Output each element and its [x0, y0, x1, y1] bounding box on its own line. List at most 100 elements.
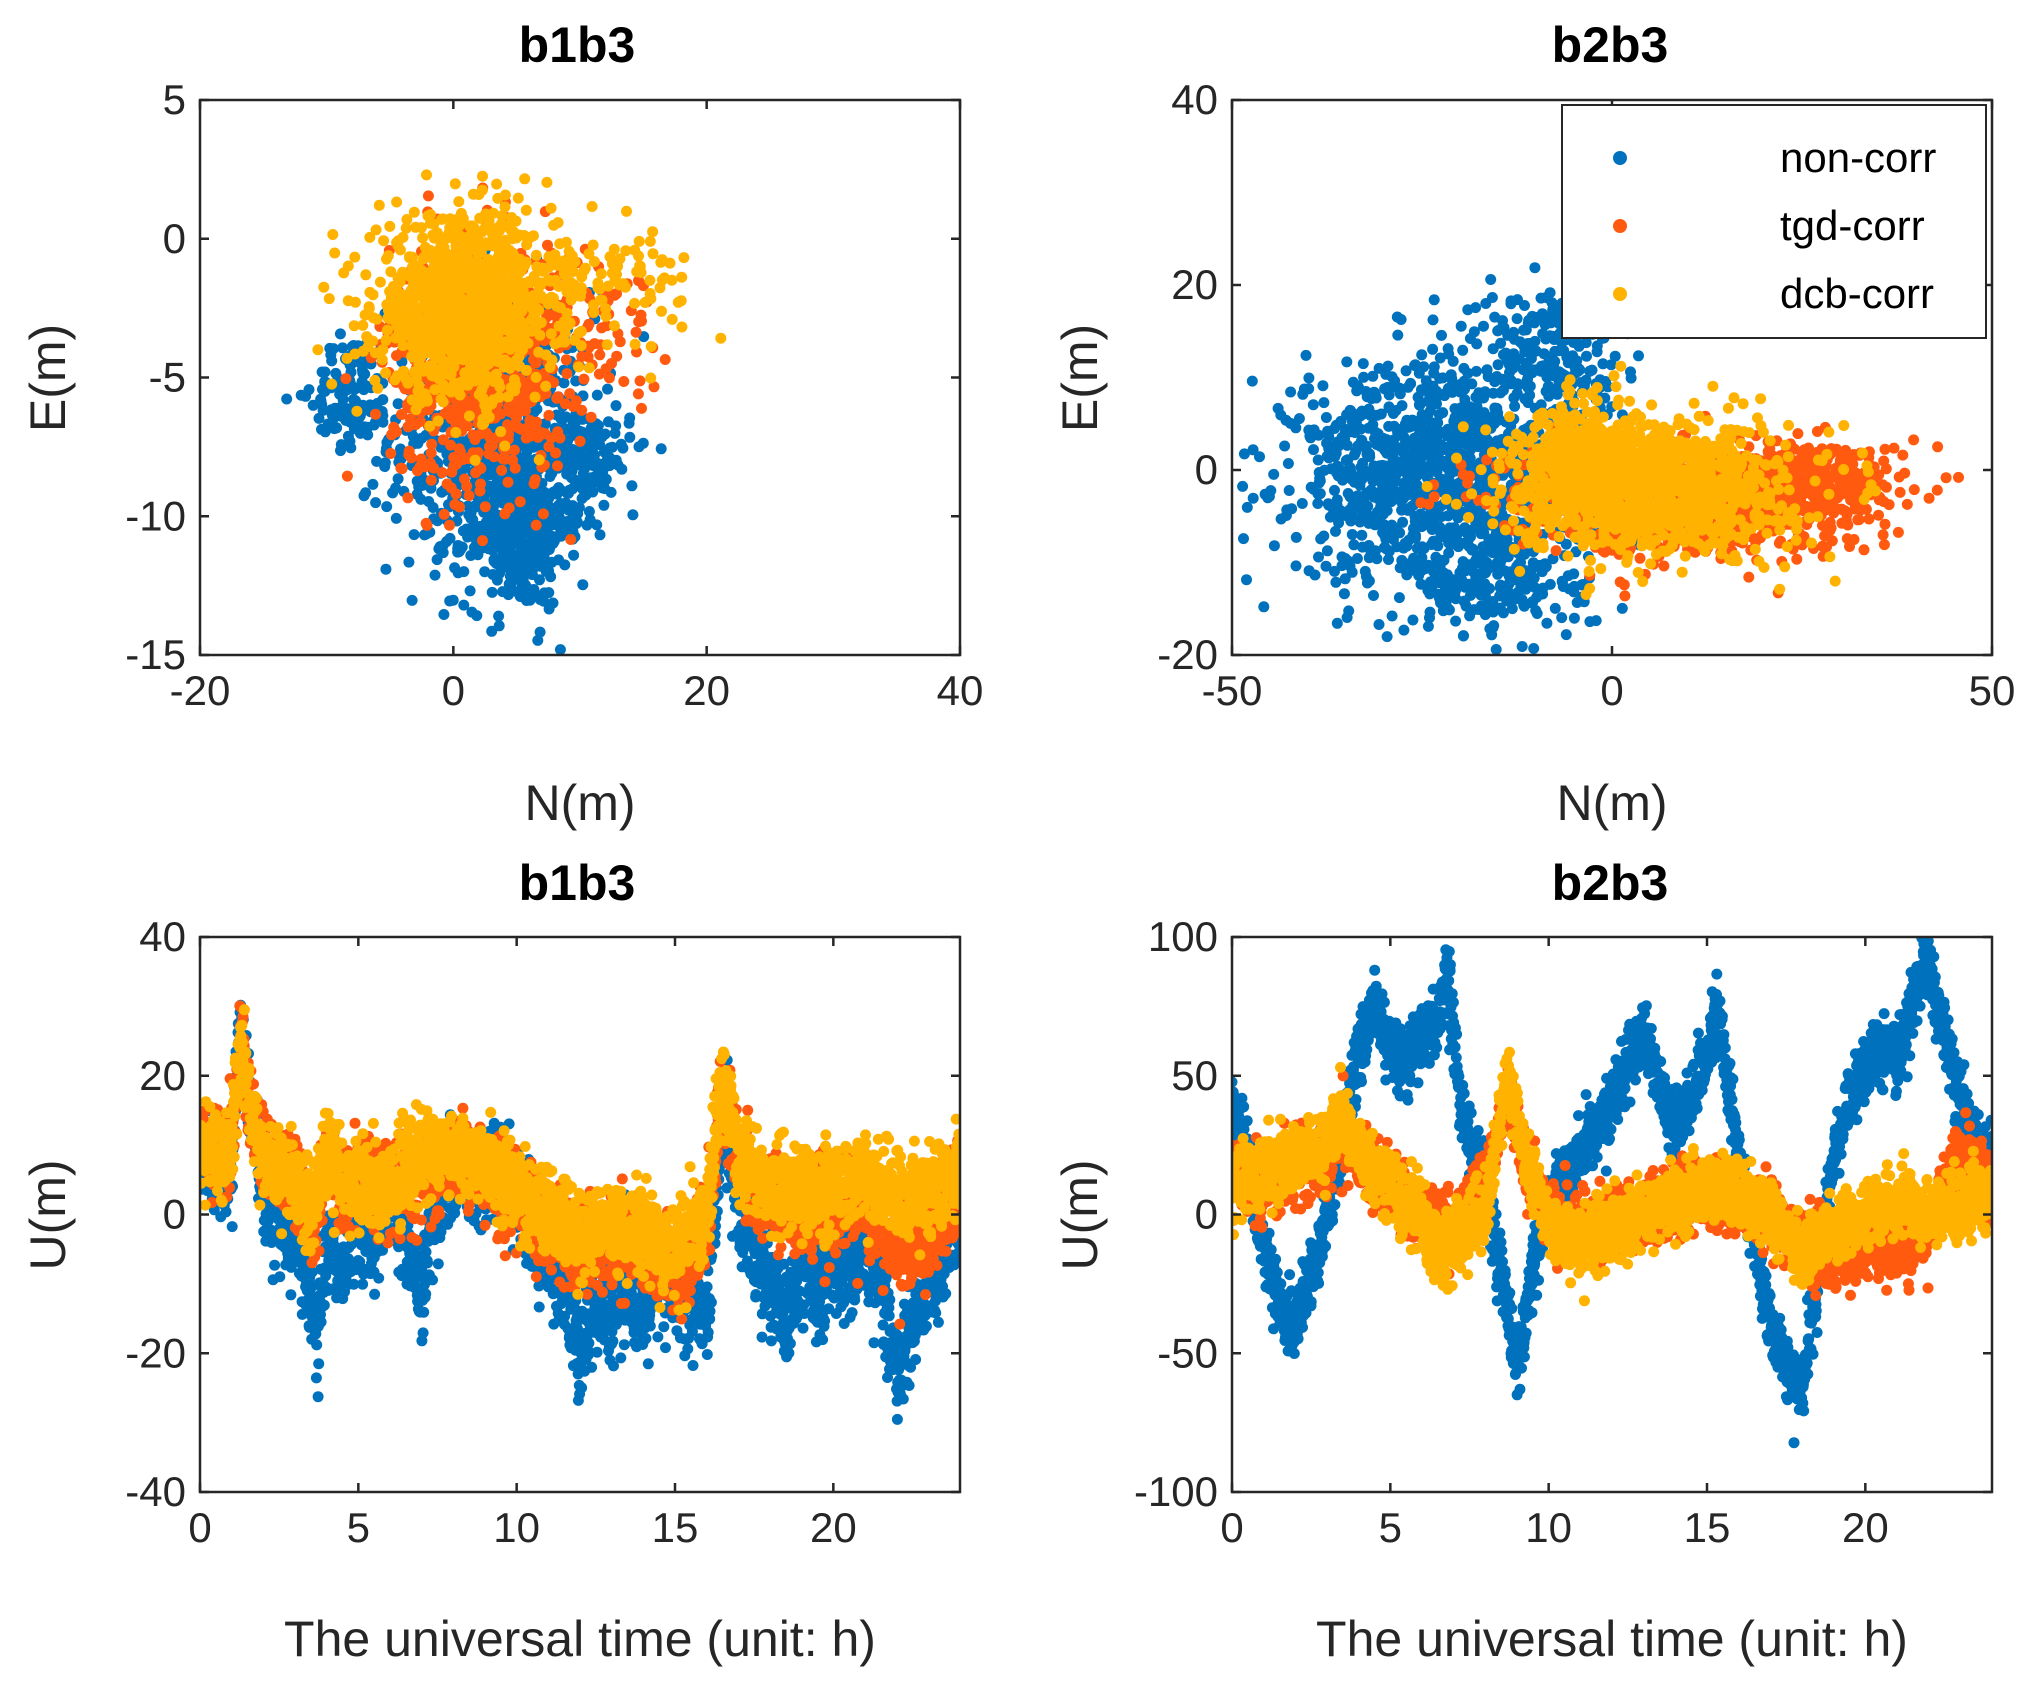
data-point [617, 442, 629, 454]
data-point [528, 425, 540, 437]
data-point [1338, 588, 1350, 600]
data-point [499, 440, 511, 452]
data-point [1378, 519, 1390, 531]
data-point [592, 277, 604, 289]
data-point [1458, 362, 1470, 374]
data-point [438, 326, 450, 338]
data-point [1494, 324, 1506, 335]
data-point [402, 492, 414, 504]
data-point [364, 231, 376, 243]
data-point [480, 286, 492, 298]
data-point [1413, 399, 1425, 411]
data-point [408, 206, 420, 218]
data-point [612, 459, 624, 471]
data-point [1568, 586, 1580, 598]
data-point [477, 392, 489, 404]
data-point [295, 389, 307, 401]
data-point [489, 255, 501, 267]
data-point [1591, 346, 1603, 358]
data-point [1353, 502, 1365, 514]
data-point [497, 299, 509, 310]
data-point [1509, 400, 1521, 412]
data-point [464, 258, 476, 270]
data-point [1483, 533, 1495, 545]
data-point [618, 376, 630, 387]
data-point [1290, 560, 1302, 572]
data-point [513, 351, 525, 363]
data-point [603, 372, 615, 384]
data-point [1217, 446, 1228, 457]
data-point [561, 307, 573, 319]
data-point [1346, 529, 1358, 540]
data-point [588, 256, 600, 268]
data-point [1344, 504, 1356, 516]
data-point [629, 244, 641, 256]
data-point [480, 237, 492, 249]
data-point [715, 332, 727, 344]
data-point [374, 276, 386, 288]
data-point [1481, 364, 1493, 376]
data-point [484, 431, 496, 443]
data-point [357, 345, 369, 357]
data-point [601, 320, 613, 332]
data-point [478, 379, 490, 391]
data-point [1468, 412, 1480, 424]
data-point [422, 190, 434, 202]
data-point [370, 497, 382, 509]
data-point [436, 213, 448, 225]
data-point [1452, 579, 1464, 591]
data-point [629, 338, 641, 350]
data-point [1448, 533, 1460, 545]
data-point [1410, 448, 1422, 460]
data-point [376, 354, 388, 366]
data-point [1322, 425, 1334, 437]
data-point [676, 321, 688, 333]
data-point [1331, 494, 1343, 506]
data-point [1415, 578, 1427, 590]
data-point [567, 266, 579, 277]
data-point [656, 305, 667, 317]
data-point [1346, 415, 1358, 427]
data-point [505, 382, 517, 394]
series-dcb-corr [312, 169, 727, 466]
data-point [533, 346, 545, 358]
data-point [464, 585, 476, 597]
x-tick-label: -20 [170, 667, 231, 714]
data-point [1351, 553, 1363, 564]
data-point [467, 396, 479, 408]
data-point [416, 432, 428, 444]
data-point [1432, 540, 1444, 552]
data-point [531, 403, 543, 415]
data-point [473, 257, 485, 269]
data-point [323, 293, 335, 305]
data-point [348, 320, 360, 332]
data-point [1562, 357, 1574, 369]
data-point [335, 439, 347, 451]
data-point [403, 556, 415, 568]
data-point [1505, 295, 1517, 307]
data-point [1313, 551, 1324, 563]
data-point [569, 256, 581, 268]
data-point [384, 220, 396, 232]
data-point [554, 432, 566, 444]
data-point [545, 432, 557, 444]
data-point [1492, 414, 1504, 426]
data-point [1357, 358, 1369, 370]
data-point [516, 555, 528, 567]
data-point [570, 395, 582, 407]
data-point [449, 499, 461, 510]
data-point [1372, 493, 1384, 505]
data-point [312, 344, 324, 356]
data-point [655, 256, 667, 268]
data-point [1383, 554, 1394, 565]
data-point [429, 569, 441, 581]
data-point [1538, 348, 1550, 360]
data-point [408, 529, 420, 541]
data-point [488, 554, 500, 566]
data-point [1296, 498, 1308, 509]
data-point [1389, 441, 1400, 452]
data-point [1238, 448, 1250, 460]
data-point [561, 277, 573, 289]
data-point [645, 372, 657, 384]
